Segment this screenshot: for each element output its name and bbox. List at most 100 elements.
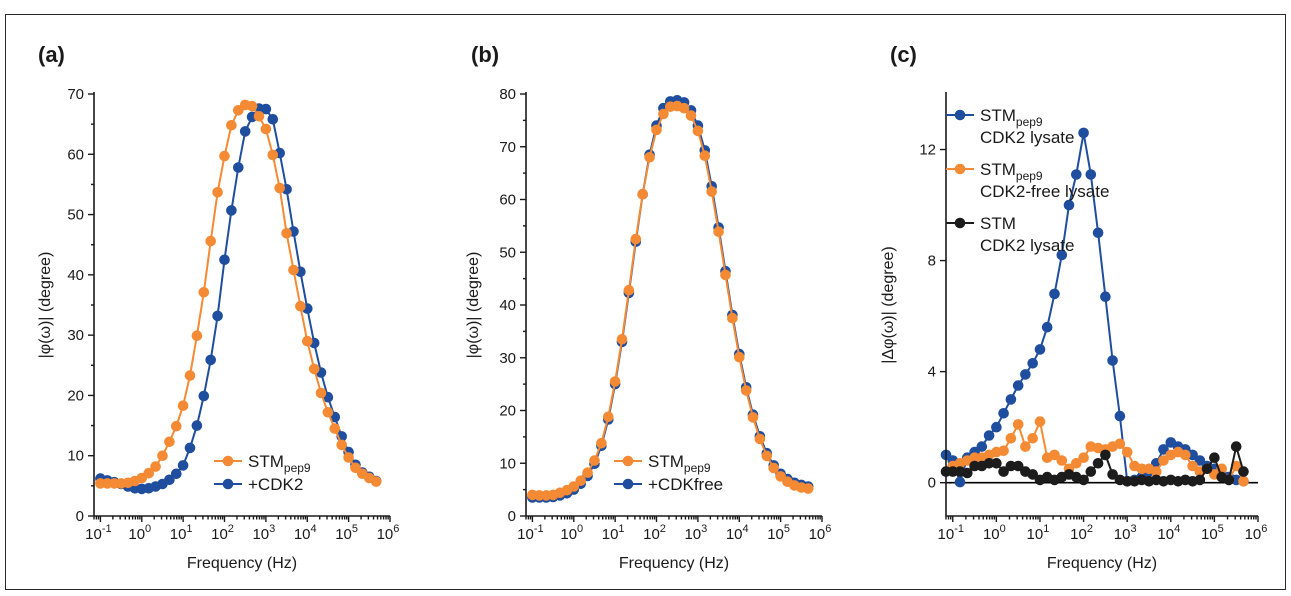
y-tick-label: 30 [67, 327, 84, 344]
x-tick-label: 102 [211, 523, 234, 543]
data-point [191, 330, 203, 342]
x-tick-label: 106 [377, 523, 400, 543]
legend-label-line2: CDK2-free lysate [980, 182, 1109, 201]
data-point [1107, 355, 1118, 366]
legend-label: +CDK2 [248, 475, 303, 494]
data-point [302, 335, 313, 347]
panel-label: (b) [471, 42, 499, 67]
data-point [1100, 291, 1111, 303]
y-tick-label: 50 [499, 244, 516, 261]
data-point [644, 152, 655, 163]
data-point [998, 408, 1009, 419]
data-point [1085, 466, 1097, 477]
x-tick-label: 105 [767, 523, 790, 543]
y-axis-label: |φ(ω)| (degree) [37, 252, 54, 359]
x-tick-label: 101 [170, 523, 193, 543]
series-1 [527, 100, 814, 501]
data-point [267, 149, 279, 161]
data-point [1020, 441, 1031, 452]
y-tick-label: 60 [499, 192, 516, 209]
data-point [575, 475, 586, 487]
data-point [720, 269, 731, 281]
data-point [1034, 344, 1046, 355]
figure-frame [5, 14, 1286, 590]
data-point [1158, 455, 1169, 466]
data-point [998, 445, 1009, 457]
y-tick-label: 40 [499, 297, 516, 314]
y-tick-label: 12 [919, 142, 936, 159]
x-tick-label: 105 [335, 523, 358, 543]
data-point [308, 363, 320, 375]
x-tick-label: 102 [1070, 523, 1093, 543]
y-tick-label: 8 [928, 253, 936, 270]
data-point [370, 476, 382, 487]
legend-marker [622, 478, 634, 490]
data-point [1092, 227, 1104, 239]
data-point [1136, 463, 1147, 475]
data-point [1012, 419, 1024, 430]
data-point [1194, 474, 1206, 486]
y-tick-label: 50 [67, 207, 84, 224]
data-point [336, 439, 348, 451]
data-point [1238, 466, 1249, 477]
data-point [637, 188, 648, 200]
data-point [1158, 444, 1169, 455]
data-point [983, 458, 995, 469]
data-point [603, 411, 614, 423]
data-point [1187, 449, 1198, 461]
data-point [281, 228, 292, 239]
data-point [616, 334, 628, 345]
data-point [164, 474, 175, 486]
x-tick-label: 10-1 [938, 523, 964, 543]
x-tick-label: 101 [1027, 523, 1050, 543]
x-tick-label: 10-1 [517, 523, 543, 543]
data-point [713, 226, 724, 237]
legend-marker [222, 455, 234, 467]
data-point [1049, 288, 1060, 300]
data-point [171, 468, 182, 480]
data-point [768, 462, 779, 474]
data-point [233, 162, 244, 173]
data-point [1121, 446, 1133, 458]
data-point [1012, 460, 1024, 472]
data-point [198, 287, 210, 298]
data-point [991, 458, 1002, 469]
legend-label-line2: CDK2 lysate [980, 128, 1074, 147]
legend-label: STM [980, 214, 1016, 233]
data-point [1238, 476, 1249, 487]
y-tick-label: 20 [67, 387, 84, 404]
x-tick-label: 103 [252, 523, 275, 543]
series-line [532, 105, 809, 497]
data-point [350, 462, 361, 474]
data-point [260, 123, 272, 135]
x-tick-label: 100 [560, 523, 583, 543]
y-tick-label: 80 [499, 86, 516, 103]
y-tick-label: 20 [499, 403, 516, 420]
data-point [322, 407, 334, 418]
data-point [954, 476, 966, 488]
data-point [727, 312, 738, 324]
x-tick-label: 103 [684, 523, 707, 543]
data-point [1063, 199, 1075, 211]
legend: STMpep9+CDK2 [214, 452, 311, 494]
data-point [1187, 460, 1198, 472]
data-point [623, 284, 635, 296]
data-point [1114, 438, 1126, 450]
legend-marker [954, 217, 966, 229]
x-tick-label: 100 [983, 523, 1006, 543]
data-point [1107, 469, 1118, 480]
data-point [260, 103, 272, 115]
data-point [198, 390, 210, 402]
legend-label: +CDKfree [648, 475, 723, 494]
data-point [1121, 476, 1133, 487]
x-axis-label: Frequency (Hz) [619, 555, 729, 572]
data-point [1034, 416, 1046, 427]
data-point [226, 120, 237, 131]
data-point [609, 376, 621, 387]
y-axis-label: |Δφ(ω)| (degree) [880, 246, 897, 363]
data-point [678, 102, 690, 114]
legend-marker [954, 109, 966, 121]
series-2 [527, 95, 814, 503]
data-point [685, 110, 697, 121]
